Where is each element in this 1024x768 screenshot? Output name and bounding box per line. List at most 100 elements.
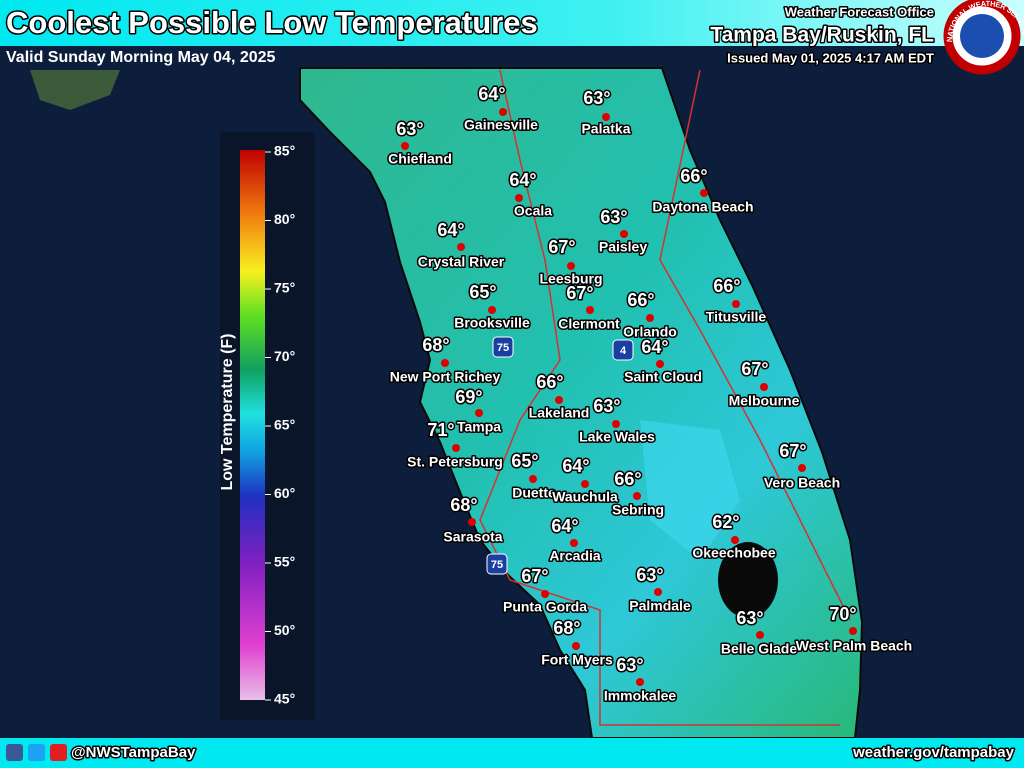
city-temp: 64° (641, 337, 668, 357)
cool-area (640, 420, 740, 560)
city-dot (567, 262, 575, 270)
city-temp: 67° (741, 359, 768, 379)
subtitle: Valid Sunday Morning May 04, 2025 (6, 49, 276, 66)
city-name: Punta Gorda (503, 599, 587, 615)
title: Coolest Possible Low Temperatures (6, 5, 538, 40)
location: Tampa Bay/Ruskin, FL (710, 24, 934, 47)
city-name: Daytona Beach (652, 199, 753, 215)
city-dot (602, 113, 610, 121)
city-temp: 63° (636, 565, 663, 585)
city-name: Chiefland (388, 151, 452, 167)
city-temp: 66° (680, 166, 707, 186)
city-dot (656, 360, 664, 368)
social-handle[interactable]: @NWSTampaBay (70, 742, 198, 762)
city-temp: 67° (548, 237, 575, 257)
city-dot (636, 678, 644, 686)
colorbar (240, 150, 265, 700)
city-name: Lake Wales (579, 429, 655, 445)
city-dot (555, 396, 563, 404)
city-dot (541, 590, 549, 598)
city-dot (732, 300, 740, 308)
city-temp: 64° (562, 456, 589, 476)
city-name: Belle Glade (721, 641, 797, 657)
city-dot (849, 627, 857, 635)
city-name: Ocala (514, 203, 552, 219)
city-temp: 68° (450, 495, 477, 515)
city-dot (798, 464, 806, 472)
city-temp: 64° (478, 84, 505, 104)
city-temp: 67° (521, 566, 548, 586)
legend-tick-label: 70° (274, 348, 295, 364)
city-name: Duette (512, 485, 556, 501)
city-name: Brooksville (454, 315, 530, 331)
city-dot (488, 306, 496, 314)
legend-tick-label: 55° (274, 554, 295, 570)
city-temp: 63° (396, 119, 423, 139)
city-temp: 63° (583, 88, 610, 108)
city-temp: 66° (536, 372, 563, 392)
city-name: Palatka (581, 121, 630, 137)
city-dot (756, 631, 764, 639)
city-name: St. Petersburg (407, 454, 503, 470)
interstate-shield (486, 553, 508, 575)
city-dot (499, 108, 507, 116)
city-name: Melbourne (729, 393, 800, 409)
city-name: Palmdale (629, 598, 691, 614)
city-name: Crystal River (418, 254, 505, 270)
legend-tick-label: 50° (274, 622, 295, 638)
issued: Issued May 01, 2025 4:17 AM EDT (727, 50, 934, 65)
city-dot (468, 518, 476, 526)
office: Weather Forecast Office (785, 4, 934, 19)
city-temp: 63° (600, 207, 627, 227)
interstate-number: 4 (620, 345, 627, 357)
city-temp: 63° (593, 396, 620, 416)
city-dot (700, 189, 708, 197)
twitter-icon (28, 744, 45, 761)
city-name: Saint Cloud (624, 369, 702, 385)
subtitle-band (0, 46, 300, 68)
city-name: Okeechobee (692, 545, 775, 561)
youtube-icon (50, 744, 67, 761)
city-dot (441, 359, 449, 367)
city-temp: 66° (627, 290, 654, 310)
city-temp: 69° (455, 387, 482, 407)
city-name: Immokalee (604, 688, 677, 704)
city-name: Tampa (457, 419, 501, 435)
city-name: Wauchula (552, 489, 618, 505)
logo-inner (960, 14, 1004, 58)
city-dot (572, 642, 580, 650)
city-dot (452, 444, 460, 452)
city-temp: 68° (553, 618, 580, 638)
city-dot (515, 194, 523, 202)
city-dot (570, 539, 578, 547)
interstate-number: 75 (497, 342, 509, 354)
legend-tick-label: 60° (274, 485, 295, 501)
city-dot (612, 420, 620, 428)
city-name: New Port Richey (390, 369, 501, 385)
city-temp: 65° (511, 451, 538, 471)
legend-tick-label: 75° (274, 280, 295, 296)
city-name: Sebring (612, 502, 664, 518)
footer-band (0, 738, 1024, 768)
city-dot (731, 536, 739, 544)
legend-tick-label: 45° (274, 691, 295, 707)
legend-tick-label: 85° (274, 143, 295, 159)
city-temp: 66° (713, 276, 740, 296)
city-dot (620, 230, 628, 238)
city-name: Arcadia (549, 548, 601, 564)
legend-tick-label: 80° (274, 211, 295, 227)
city-dot (586, 306, 594, 314)
city-temp: 64° (509, 170, 536, 190)
city-temp: 65° (469, 282, 496, 302)
legend-tick-label: 65° (274, 417, 295, 433)
city-temp: 66° (614, 469, 641, 489)
city-dot (654, 588, 662, 596)
city-name: Gainesville (464, 117, 538, 133)
lake-okeechobee (718, 542, 778, 618)
city-name: Paisley (599, 239, 647, 255)
city-temp: 71° (427, 420, 454, 440)
interstate-shield (492, 336, 514, 358)
city-dot (581, 480, 589, 488)
website[interactable]: weather.gov/tampabay (851, 742, 1017, 762)
city-temp: 64° (551, 516, 578, 536)
